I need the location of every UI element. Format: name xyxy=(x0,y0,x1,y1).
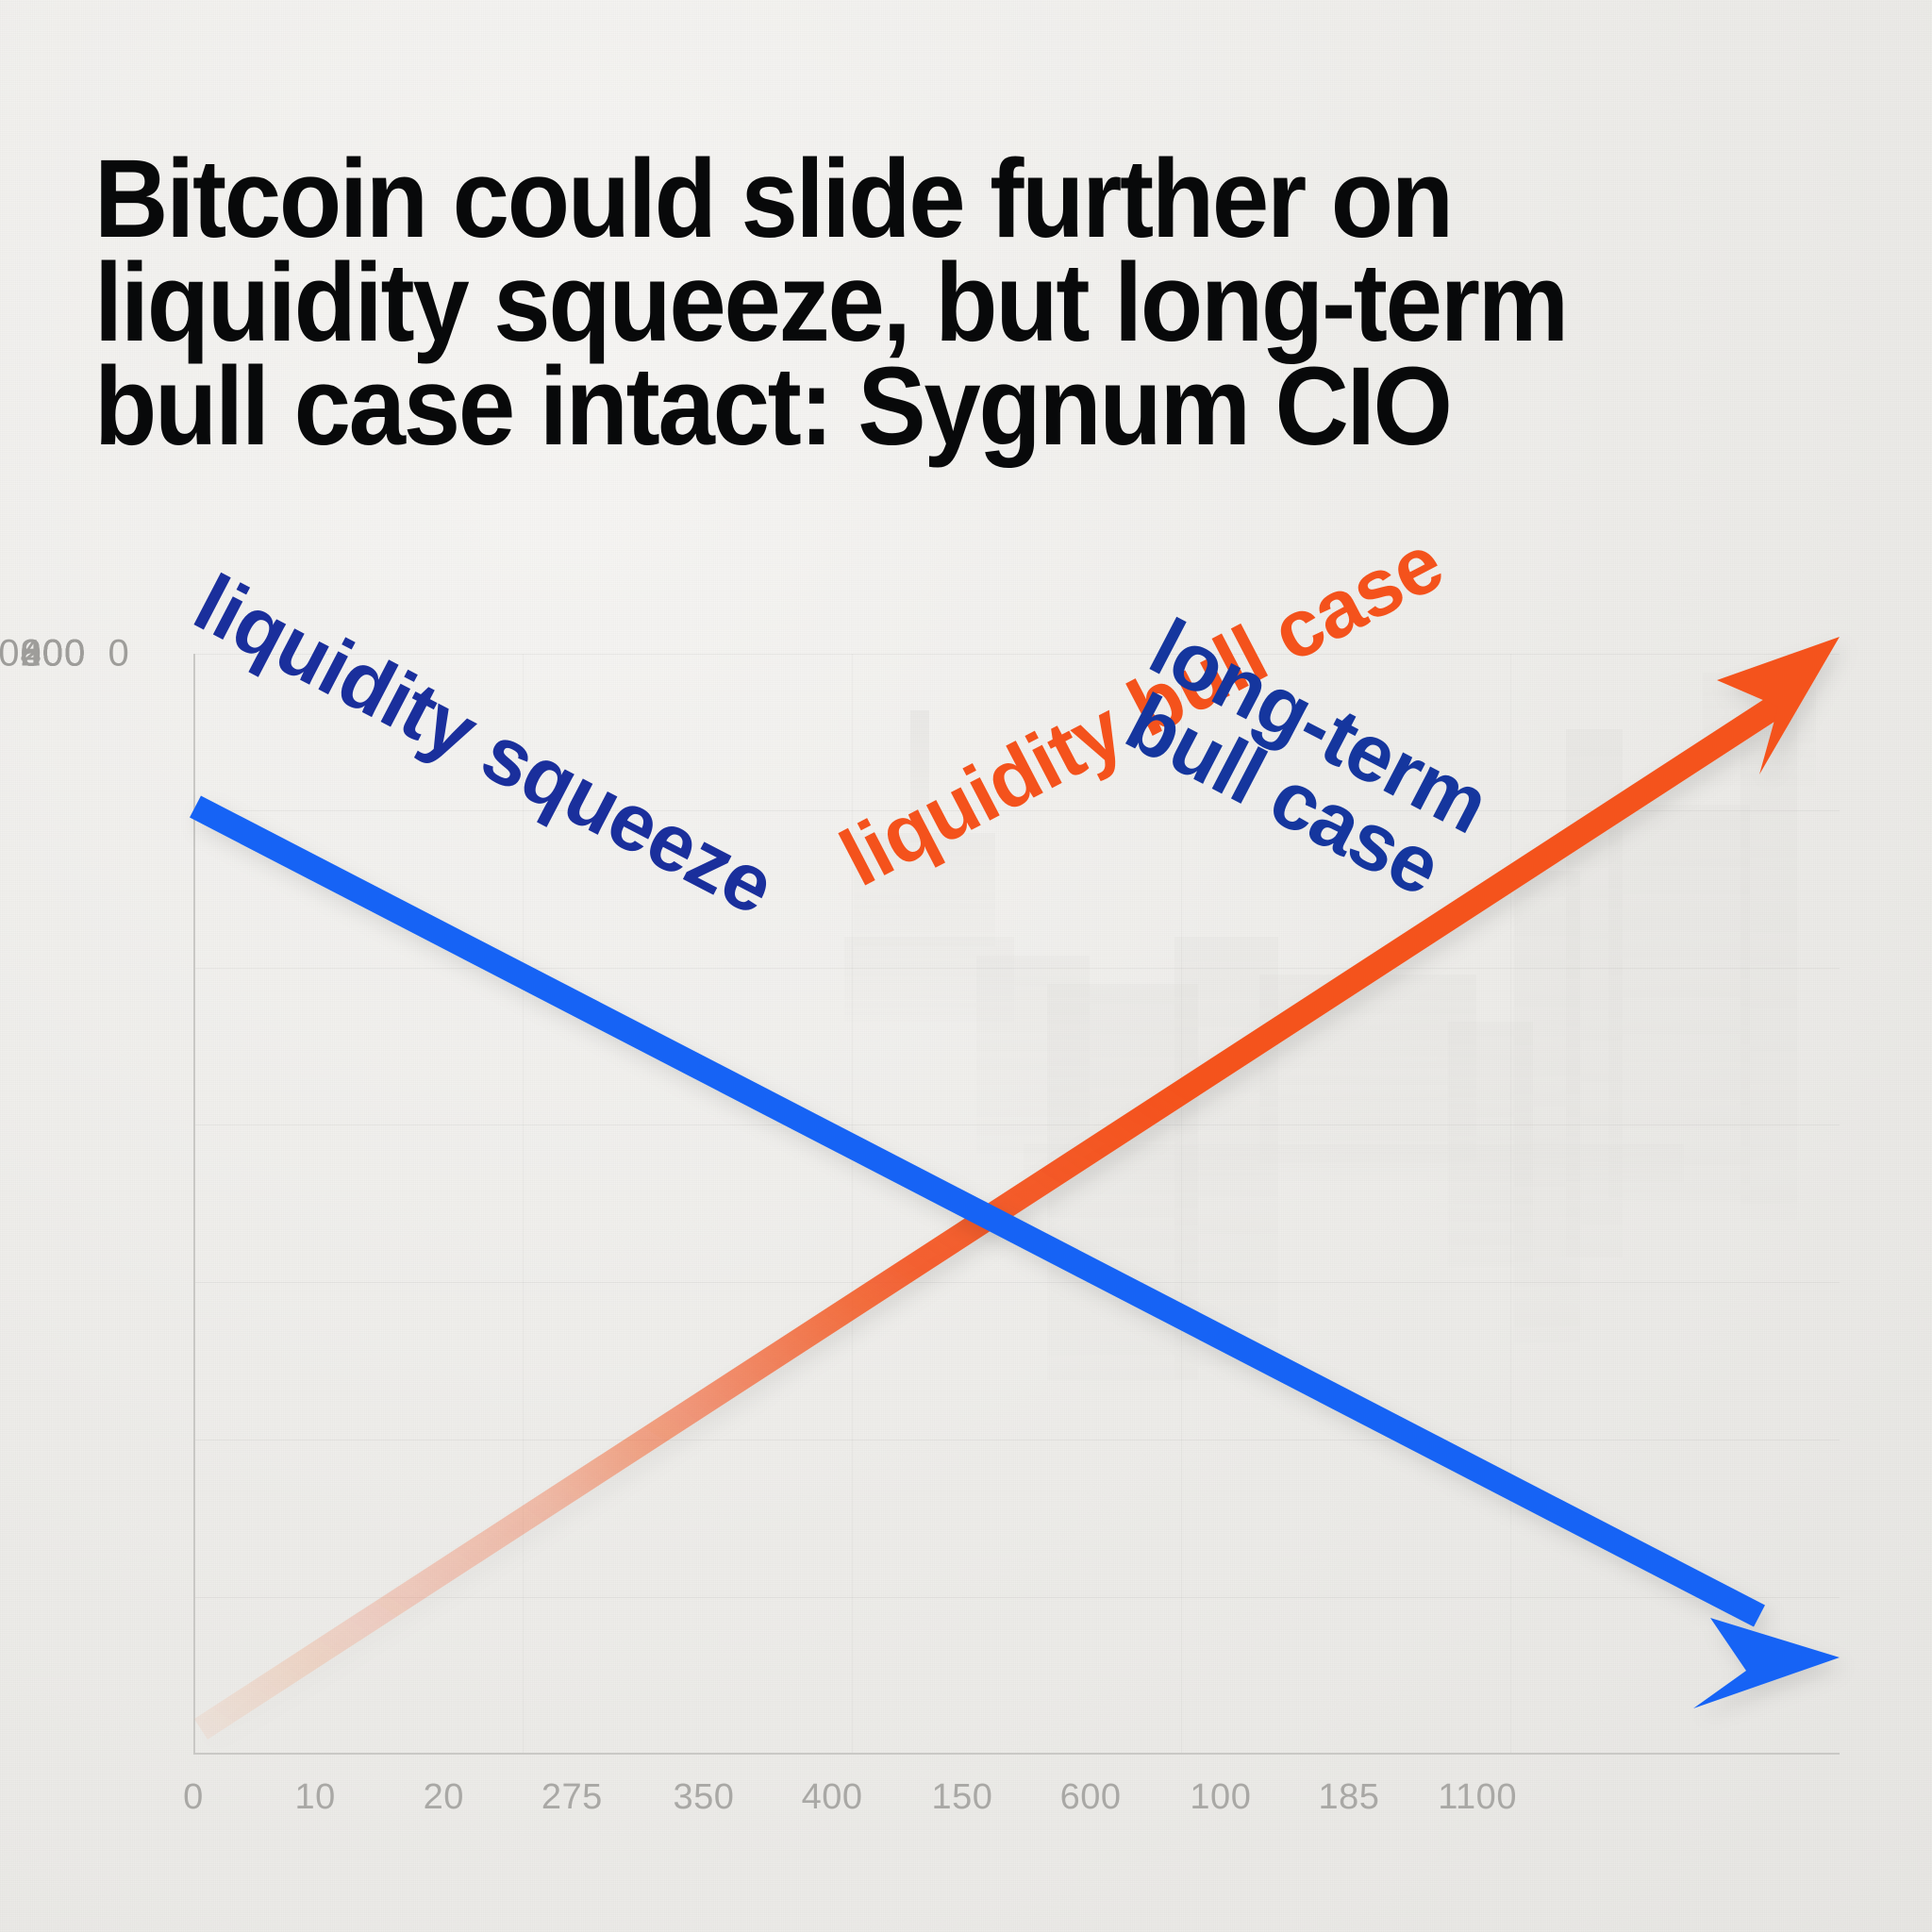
x-axis-line xyxy=(193,1753,1840,1755)
gridline xyxy=(193,1124,1840,1126)
gridline xyxy=(193,967,1840,969)
x-axis-tick-label: 185 xyxy=(1318,1777,1380,1817)
y-axis-tick-label: 200 xyxy=(20,632,87,675)
gridline xyxy=(193,809,1840,811)
gridline xyxy=(193,1597,1840,1599)
x-axis-tick-label: 100 xyxy=(1190,1777,1252,1817)
blue-trend-arrow xyxy=(190,795,1840,1708)
x-axis-tick-label: 275 xyxy=(541,1777,603,1817)
background-candlestick-graphic xyxy=(844,673,1816,1380)
gridline xyxy=(193,1282,1840,1284)
x-axis-tick-label: 0 xyxy=(183,1777,204,1817)
y-axis-tick-label: 800 xyxy=(20,632,87,675)
x-axis-tick-label: 400 xyxy=(801,1777,863,1817)
x-axis-tick-label: 600 xyxy=(1059,1777,1122,1817)
gridline xyxy=(193,1440,1840,1441)
y-axis-tick-label: 600 xyxy=(20,632,87,675)
trend-arrows xyxy=(190,637,1840,1740)
gridline xyxy=(193,654,1840,655)
y-axis-tick-label: 800 xyxy=(20,632,87,675)
headline-line-1: Bitcoin could slide further on xyxy=(94,137,1454,262)
x-axis-tick-label: 20 xyxy=(423,1777,464,1817)
page-title: Bitcoin could slide further on liquidity… xyxy=(94,137,1657,469)
headline-line-3: bull case intact: Sygnum CIO xyxy=(94,343,1453,469)
x-axis-tick-label: 350 xyxy=(673,1777,735,1817)
y-axis-tick-label: 600 xyxy=(20,632,87,675)
y-axis-tick-label: 400 xyxy=(20,632,87,675)
y-axis-line xyxy=(193,654,195,1755)
x-axis-tick-label: 10 xyxy=(294,1777,336,1817)
y-axis-tick-label: 1000 xyxy=(0,632,65,675)
x-axis-tick-label: 1100 xyxy=(1438,1777,1517,1817)
chart-container: 1000 800 800 600 600 400 200 0 0 10 20 2… xyxy=(0,633,1840,1817)
y-axis-tick-label: 0 xyxy=(108,632,130,675)
headline-line-2: liquidity squeeze, but long-term xyxy=(94,240,1569,365)
x-axis-tick-label: 150 xyxy=(931,1777,993,1817)
